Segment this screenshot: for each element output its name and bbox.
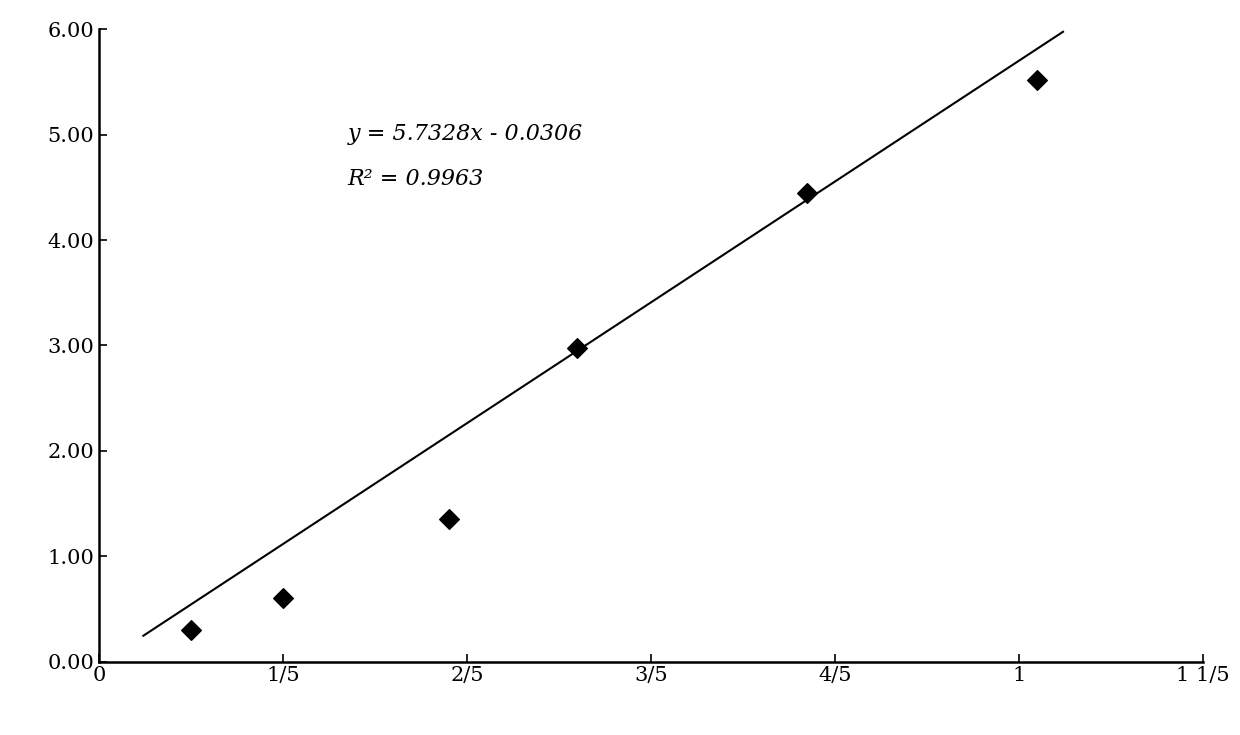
Point [439, 514, 459, 526]
Point [568, 342, 588, 354]
Point [797, 187, 817, 198]
Text: y = 5.7328x - 0.0306: y = 5.7328x - 0.0306 [347, 123, 583, 146]
Text: R² = 0.9963: R² = 0.9963 [347, 168, 484, 190]
Point [181, 624, 201, 636]
Point [1027, 74, 1047, 86]
Point [273, 592, 293, 604]
